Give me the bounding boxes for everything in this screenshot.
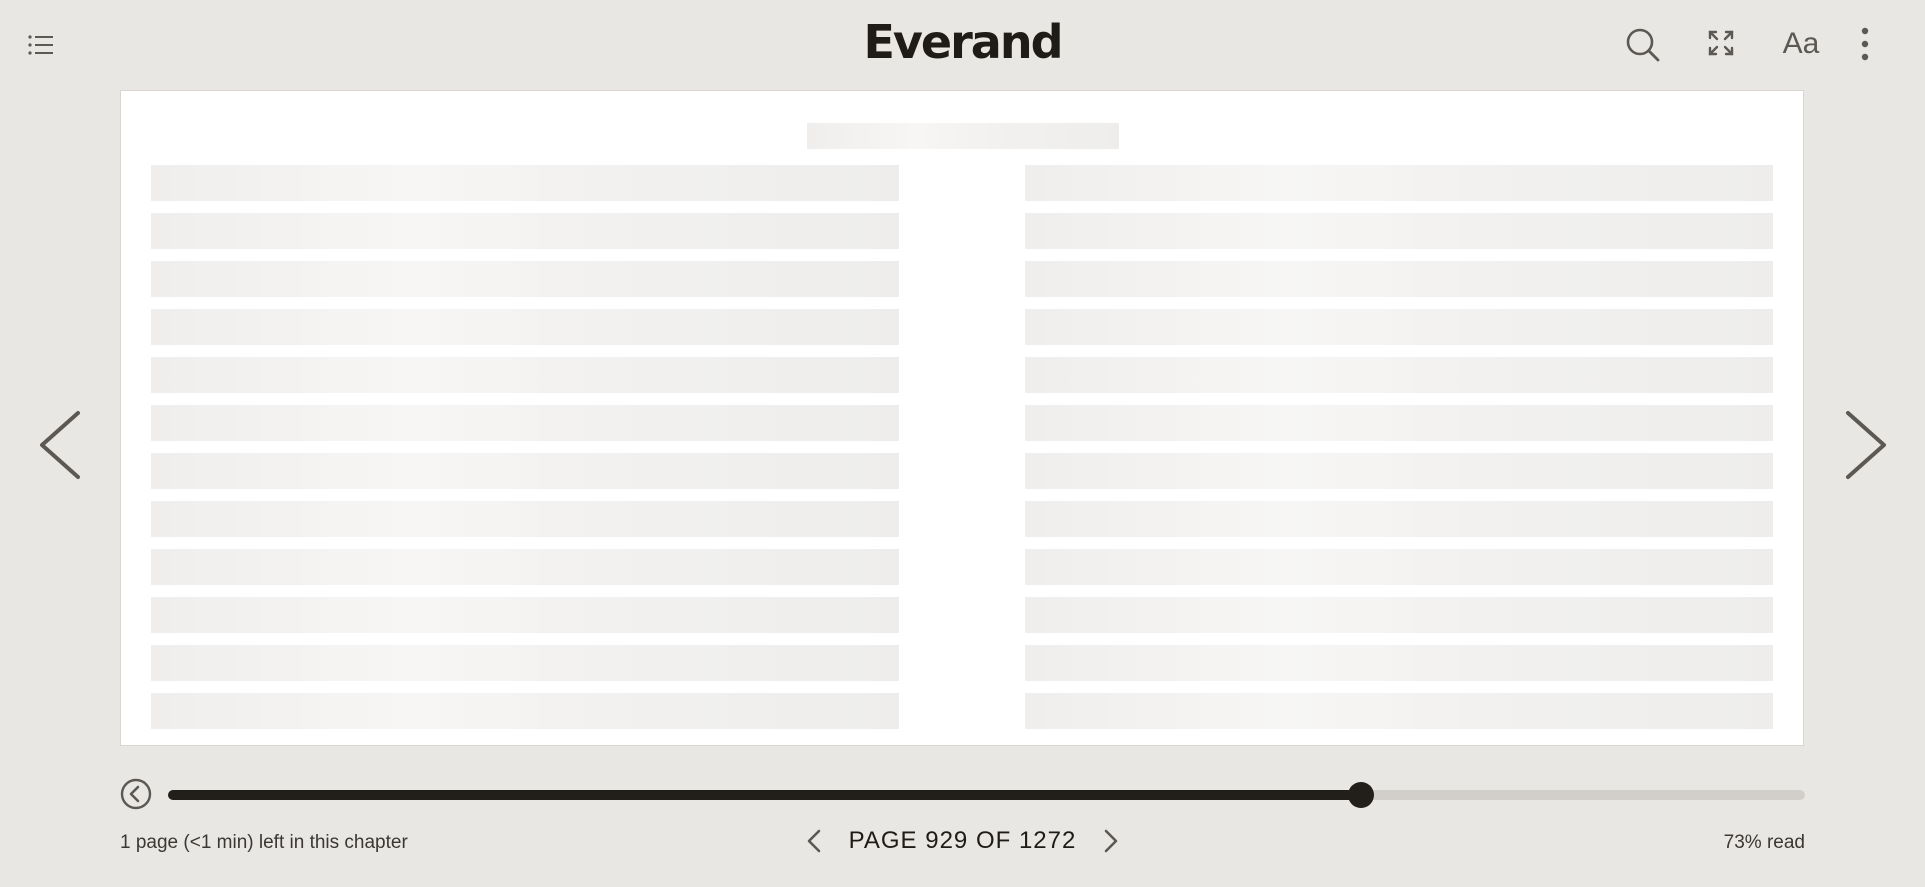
search-button[interactable] [1624,26,1662,64]
reader-footer: 1 page (<1 min) left in this chapter PAG… [0,826,1925,860]
book-page-spread [120,90,1804,746]
fullscreen-button[interactable] [1706,28,1736,58]
chevron-left-icon [807,829,820,853]
progress-track[interactable] [168,782,1805,808]
loading-text-line [1025,645,1773,681]
return-to-position-button[interactable] [120,778,152,810]
loading-text-line [1025,261,1773,297]
loading-text-line [151,597,899,633]
next-page-button[interactable] [1836,405,1896,485]
percent-read-text: 73% read [1723,832,1805,853]
font-settings-button[interactable]: Aa [1782,27,1820,60]
loading-text-line [1025,357,1773,393]
table-of-contents-button[interactable] [26,30,56,60]
loading-text-line [1025,549,1773,585]
loading-text-line [1025,165,1773,201]
loading-text-line [151,549,899,585]
chevron-right-icon [1105,829,1118,853]
next-page-small-button[interactable] [1100,826,1122,856]
page-navigator: PAGE 929 OF 1272 [0,826,1925,858]
loading-text-line [151,693,899,729]
previous-page-button[interactable] [30,405,90,485]
progress-slider-handle[interactable] [1348,782,1374,808]
loading-text-line [151,453,899,489]
loading-text-line [151,165,899,201]
loading-text-line [151,501,899,537]
more-vertical-icon [1861,27,1869,61]
loading-text-line [151,357,899,393]
loading-text-line [151,213,899,249]
loading-text-line [1025,453,1773,489]
fullscreen-icon [1708,30,1734,56]
loading-text-line [1025,693,1773,729]
loading-text-line [1025,597,1773,633]
back-circle-icon [120,778,152,810]
loading-text-line [1025,213,1773,249]
loading-text-line [1025,405,1773,441]
search-icon [1626,28,1660,62]
progress-fill [168,790,1361,800]
loading-text-line [151,405,899,441]
chapter-remaining-text: 1 page (<1 min) left in this chapter [120,832,408,853]
reading-progress [120,775,1805,815]
list-icon [28,35,53,55]
loading-text-line [151,261,899,297]
more-options-button[interactable] [1856,26,1874,62]
chevron-left-icon [40,411,80,479]
loading-title-placeholder [807,123,1119,149]
previous-page-small-button[interactable] [803,826,825,856]
loading-text-line [151,645,899,681]
top-bar: Everand Aa [0,0,1925,90]
chevron-right-icon [1846,411,1886,479]
everand-logo[interactable]: Everand [863,15,1063,69]
page-number-label: PAGE 929 OF 1272 [848,827,1077,854]
loading-text-line [1025,501,1773,537]
loading-text-line [1025,309,1773,345]
loading-text-line [151,309,899,345]
